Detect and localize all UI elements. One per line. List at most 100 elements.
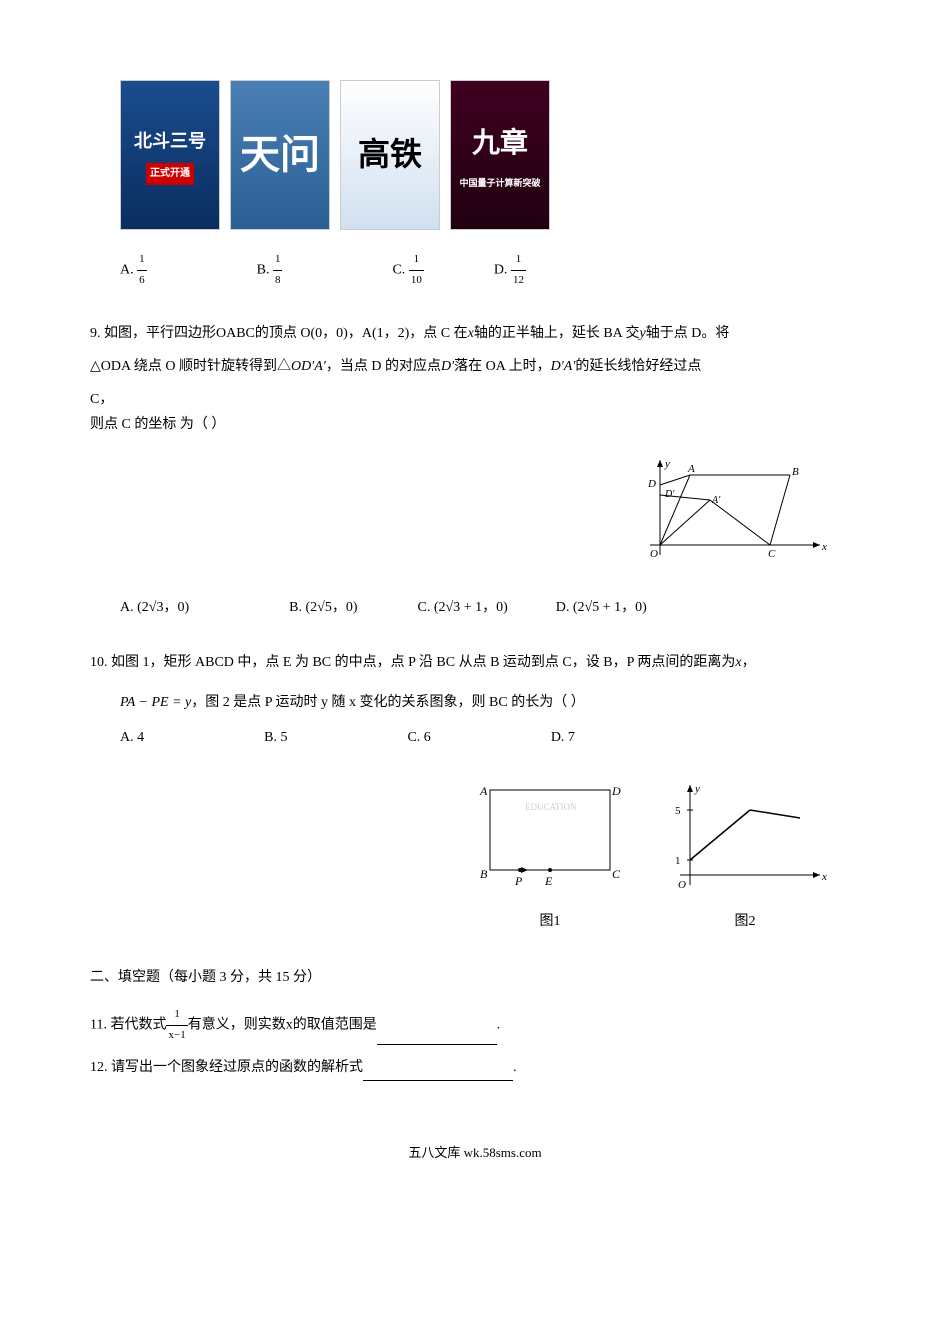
label-B: B	[480, 867, 488, 881]
q11: 11. 若代数式1x−1有意义，则实数x的取值范围是.	[90, 1005, 860, 1046]
q10-line1: 10. 如图 1，矩形 ABCD 中，点 E 为 BC 的中点，点 P 沿 BC…	[90, 650, 860, 675]
label-P: P	[514, 874, 523, 888]
option-label: D.	[494, 263, 508, 278]
math: OD′A′	[291, 359, 326, 374]
period: .	[513, 1060, 517, 1075]
label-D: D	[611, 784, 621, 798]
fraction: 16	[137, 250, 147, 291]
q10-line2: PA − PE = y，图 2 是点 P 运动时 y 随 x 变化的关系图象，则…	[120, 690, 860, 715]
fig1-svg: A D B C P E EDUCATION	[470, 780, 630, 900]
fraction: 18	[273, 250, 283, 291]
q11-num: 11. 若代数式	[90, 1017, 166, 1032]
q9-text: 轴的正半轴上，延长 BA 交	[474, 326, 640, 341]
q9-text: ，当点 D 的对应点	[326, 359, 441, 374]
q11-text: 有意义，则实数x的取值范围是	[188, 1017, 377, 1032]
q9-diagram: D A B D′ A′ O C x y	[630, 455, 830, 574]
card-beidou: 北斗三号 正式开通	[120, 80, 220, 230]
blank-field	[377, 1031, 497, 1045]
option-b: B. (2√5，0)	[289, 595, 357, 620]
q9-svg: D A B D′ A′ O C x y	[630, 455, 830, 565]
option-d: D. 112	[494, 250, 526, 291]
option-c: C. 6	[407, 725, 430, 750]
label-5: 5	[675, 805, 681, 817]
q8-options: A. 16 B. 18 C. 110 D. 112	[120, 250, 860, 291]
option-c: C. (2√3 + 1，0)	[418, 595, 508, 620]
q9-text: 平行四边形OABC	[146, 326, 255, 341]
q9-text: 则点 C 的坐标 为（ ）	[90, 417, 225, 432]
card-gaotie: 高铁	[340, 80, 440, 230]
q9-num: 9. 如图，	[90, 326, 146, 341]
q9-line2: △ODA 绕点 O 顺时针旋转得到△OD′A′，当点 D 的对应点D′落在 OA…	[90, 354, 860, 379]
label-B: B	[792, 466, 799, 478]
option-b: B. 5	[264, 725, 287, 750]
q9-text: C，	[90, 392, 113, 407]
label-O: O	[678, 879, 686, 891]
fraction: 1x−1	[166, 1005, 187, 1046]
q10-options: A. 4 B. 5 C. 6 D. 7	[120, 725, 860, 750]
label-D: D	[647, 478, 656, 490]
label-C: C	[612, 867, 621, 881]
q8-card-row: 北斗三号 正式开通 天问 高铁 九章 中国量子计算新突破	[120, 80, 860, 230]
label-O: O	[650, 548, 658, 560]
period: .	[497, 1017, 501, 1032]
math: D′	[441, 359, 454, 374]
q12-text: 12. 请写出一个图象经过原点的函数的解析式	[90, 1060, 363, 1075]
fraction: 112	[511, 250, 526, 291]
option-b: B. 18	[257, 250, 283, 291]
q9-text: ODA 绕点 O 顺时针旋转得到△	[101, 359, 291, 374]
option-d: D. (2√5 + 1，0)	[556, 595, 647, 620]
label-A: A	[479, 784, 488, 798]
option-d: D. 7	[551, 725, 575, 750]
triangle-sym: △	[90, 359, 101, 374]
label-y: y	[664, 458, 670, 470]
option-label: A.	[120, 263, 134, 278]
label-1: 1	[675, 855, 681, 867]
card-sub: 正式开通	[146, 163, 194, 185]
q9-text: 轴于点 D。将	[646, 326, 730, 341]
card-jiuzhang: 九章 中国量子计算新突破	[450, 80, 550, 230]
q9-line1: 9. 如图，平行四边形OABC的顶点 O(0，0)，A(1，2)，点 C 在x轴…	[90, 321, 860, 346]
option-a: A. (2√3，0)	[120, 595, 189, 620]
math-eq: PA − PE = y	[120, 695, 191, 710]
card-sub: 中国量子计算新突破	[459, 175, 540, 191]
card-title: 九章	[472, 119, 528, 169]
q12: 12. 请写出一个图象经过原点的函数的解析式.	[90, 1055, 860, 1080]
fig1-label: 图1	[470, 909, 630, 934]
section2-title: 二、填空题（每小题 3 分，共 15 分）	[90, 965, 860, 990]
page-footer: 五八文库 wk.58sms.com	[90, 1141, 860, 1164]
label-C: C	[768, 548, 776, 560]
label-x: x	[821, 541, 827, 553]
blank-field	[363, 1067, 513, 1081]
option-label: B.	[257, 263, 270, 278]
label-Ap: A′	[711, 495, 721, 506]
math: D′A′	[551, 359, 576, 374]
q10-diagrams: A D B C P E EDUCATION 图1 5 1 O x y	[90, 780, 830, 934]
option-a: A. 4	[120, 725, 144, 750]
q9-text: 的延长线恰好经过点	[575, 359, 701, 374]
label-E: E	[544, 874, 553, 888]
label-Dp: D′	[664, 489, 675, 500]
card-title: 天问	[240, 119, 320, 191]
q9-text: 的顶点 O(0，0)，A(1，2)，点 C 在	[255, 326, 468, 341]
q9-text: 落在 OA 上时，	[454, 359, 550, 374]
q10-fig1: A D B C P E EDUCATION 图1	[470, 780, 630, 934]
card-tianwen: 天问	[230, 80, 330, 230]
card-title: 高铁	[358, 126, 422, 184]
fig2-svg: 5 1 O x y	[660, 780, 830, 900]
watermark: EDUCATION	[525, 802, 577, 812]
fig2-label: 图2	[660, 909, 830, 934]
label-A: A	[687, 463, 695, 475]
label-y: y	[694, 783, 700, 795]
card-title: 北斗三号	[134, 125, 206, 157]
fraction: 110	[409, 250, 424, 291]
comma: ，	[742, 655, 756, 670]
label-x: x	[821, 871, 827, 883]
q10-fig2: 5 1 O x y 图2	[660, 780, 830, 934]
q10-text: 10. 如图 1，矩形 ABCD 中，点 E 为 BC 的中点，点 P 沿 BC…	[90, 655, 735, 670]
q9-line3: C， 则点 C 的坐标 为（ ）	[90, 387, 860, 437]
option-a: A. 16	[120, 250, 147, 291]
q9-options: A. (2√3，0) B. (2√5，0) C. (2√3 + 1，0) D. …	[120, 595, 860, 620]
q10-text: ，图 2 是点 P 运动时 y 随 x 变化的关系图象，则 BC 的长为（ ）	[191, 695, 584, 710]
option-label: C.	[392, 263, 405, 278]
option-c: C. 110	[392, 250, 423, 291]
